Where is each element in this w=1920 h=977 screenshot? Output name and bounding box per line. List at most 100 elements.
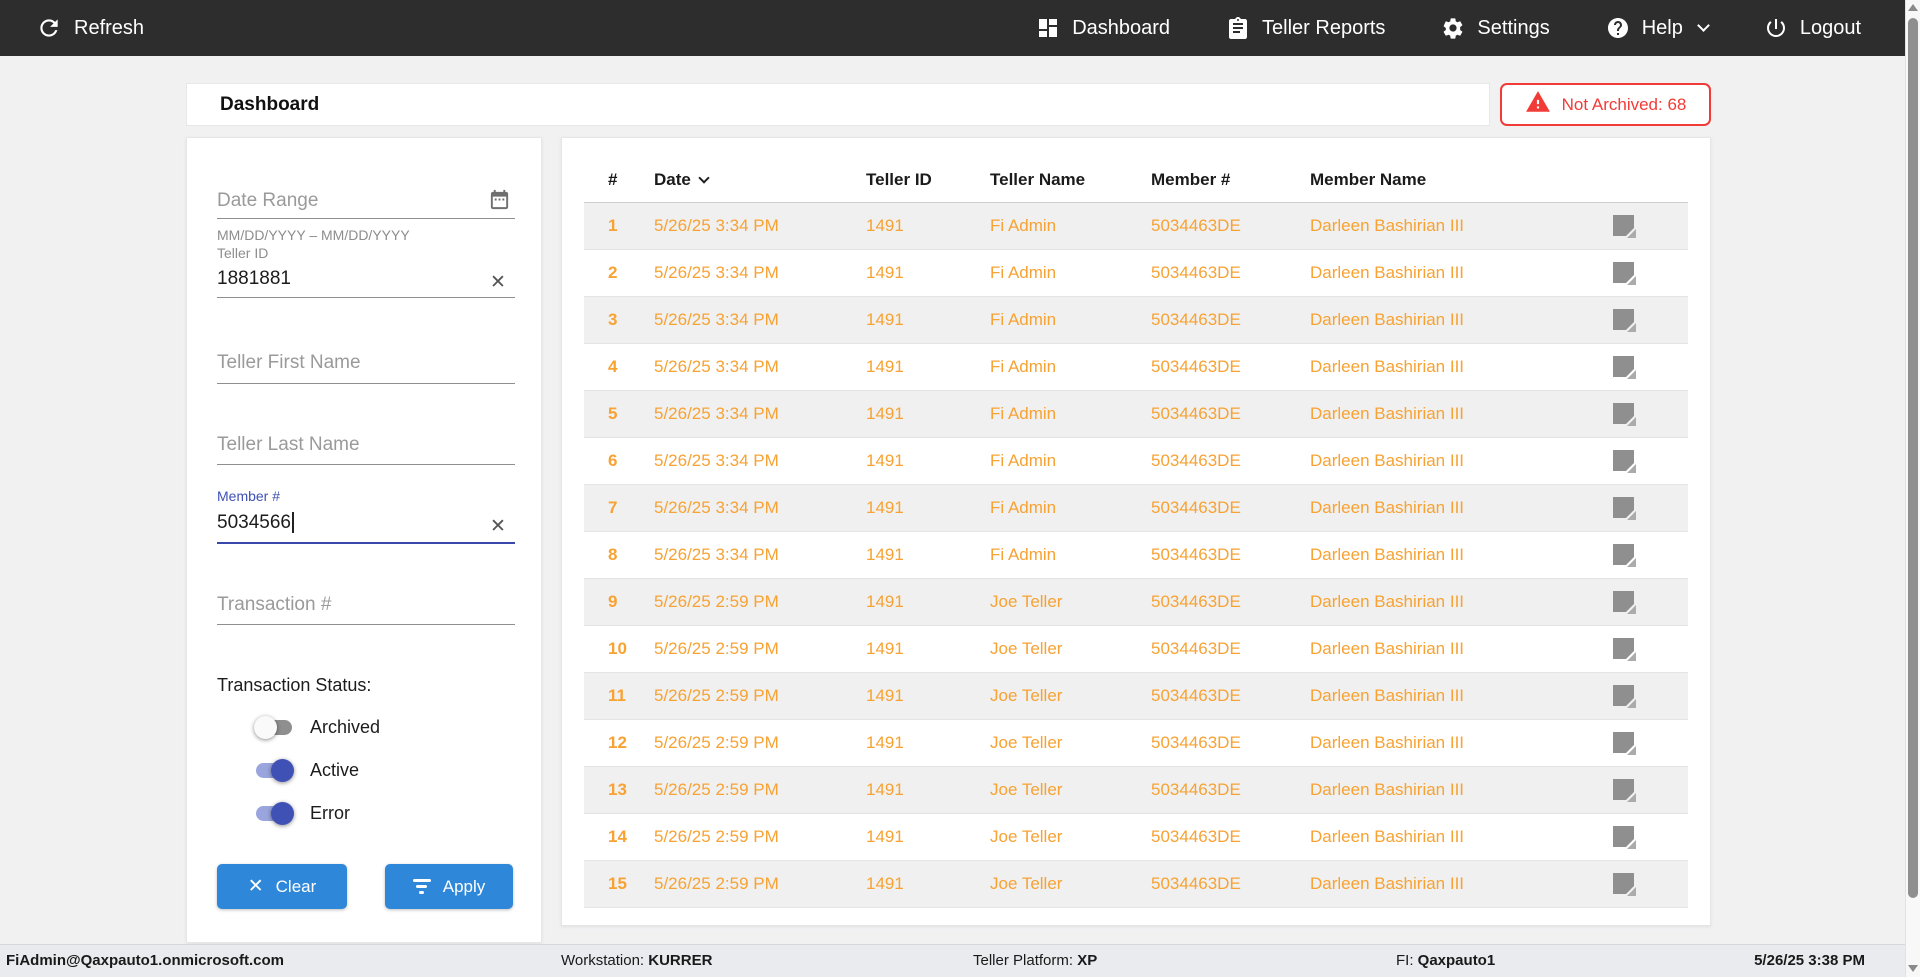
table-cell: 1491 <box>866 498 904 517</box>
table-row[interactable]: 9 5/26/25 2:59 PM 1491 Joe Teller 5034463DE D… <box>584 579 1688 626</box>
member-number-underline <box>217 542 515 544</box>
transaction-status-label: Transaction Status: <box>217 675 372 695</box>
date-range-input[interactable]: Date Range <box>217 190 319 211</box>
table-cell: 5034463DE <box>1151 310 1241 329</box>
table-row[interactable]: 4 5/26/25 3:34 PM 1491 Fi Admin 5034463DE Dar… <box>584 344 1688 391</box>
archived-toggle[interactable] <box>254 715 292 739</box>
column-header-teller-name: Teller Name <box>990 170 1086 189</box>
teller-first-name-input[interactable]: Teller First Name <box>217 352 361 373</box>
table-cell: 1491 <box>866 357 904 376</box>
status-bar: FiAdmin@Qaxpauto1.onmicrosoft.com Workst… <box>0 944 1905 977</box>
error-toggle[interactable] <box>256 801 294 825</box>
table-cell: 5034463DE <box>1151 639 1241 658</box>
table-cell: 14 <box>608 827 627 846</box>
nav-item-settings[interactable]: Settings <box>1441 16 1550 40</box>
workstation-status: Workstation: KURRER <box>561 952 713 969</box>
table-cell: Darleen Bashirian III <box>1310 216 1465 235</box>
teller-last-name-input[interactable]: Teller Last Name <box>217 434 360 455</box>
transaction-number-input[interactable]: Transaction # <box>217 594 332 615</box>
table-row[interactable]: 11 5/26/25 2:59 PM 1491 Joe Teller 5034463DE… <box>584 673 1688 720</box>
column-header-date[interactable]: Date <box>654 160 710 200</box>
calendar-icon[interactable] <box>488 188 511 216</box>
table-row[interactable]: 13 5/26/25 2:59 PM 1491 Joe Teller 5034463DE… <box>584 767 1688 814</box>
clear-x-icon[interactable]: ✕ <box>490 516 506 537</box>
toggle-row-active: Active <box>256 758 359 782</box>
note-icon[interactable] <box>1613 309 1636 332</box>
clear-button[interactable]: ✕ Clear <box>217 864 347 909</box>
table-row[interactable]: 2 5/26/25 3:34 PM 1491 Fi Admin 5034463DE Dar… <box>584 250 1688 297</box>
nav-item-dashboard[interactable]: Dashboard <box>1036 16 1170 40</box>
toggle-row-error: Error <box>256 801 350 825</box>
table-row[interactable]: 3 5/26/25 3:34 PM 1491 Fi Admin 5034463DE Dar… <box>584 297 1688 344</box>
nav-item-logout[interactable]: Logout <box>1764 16 1861 40</box>
table-cell: Darleen Bashirian III <box>1310 263 1465 282</box>
nav-item-help[interactable]: Help <box>1606 16 1710 40</box>
table-cell: Joe Teller <box>990 780 1063 799</box>
date-range-underline <box>217 218 515 219</box>
active-toggle[interactable] <box>256 758 294 782</box>
table-cell: Darleen Bashirian III <box>1310 498 1465 517</box>
nav-item-teller-reports[interactable]: Teller Reports <box>1226 16 1385 40</box>
table-cell: 5034463DE <box>1151 263 1241 282</box>
table-cell: 5034463DE <box>1151 451 1241 470</box>
sort-chevron-icon <box>698 172 710 184</box>
table-row[interactable]: 1 5/26/25 3:34 PM 1491 Fi Admin 5034463DE Dar… <box>584 203 1688 250</box>
scrollbar-thumb[interactable] <box>1908 18 1918 898</box>
table-row[interactable]: 7 5/26/25 3:34 PM 1491 Fi Admin 5034463DE Dar… <box>584 485 1688 532</box>
table-cell: Darleen Bashirian III <box>1310 686 1465 705</box>
table-cell: 5/26/25 3:34 PM <box>654 545 779 564</box>
apply-button[interactable]: Apply <box>385 864 513 909</box>
table-cell: 5/26/25 2:59 PM <box>654 733 779 752</box>
table-cell: 5034463DE <box>1151 216 1241 235</box>
table-cell: 1491 <box>866 263 904 282</box>
note-icon[interactable] <box>1613 873 1636 896</box>
column-header-number: # <box>608 170 618 189</box>
table-row[interactable]: 10 5/26/25 2:59 PM 1491 Joe Teller 5034463DE… <box>584 626 1688 673</box>
table-cell: 5/26/25 2:59 PM <box>654 639 779 658</box>
note-icon[interactable] <box>1613 403 1636 426</box>
status-datetime: 5/26/25 3:38 PM <box>1754 952 1865 969</box>
toggle-row-archived: Archived <box>254 715 381 739</box>
table-cell: Darleen Bashirian III <box>1310 874 1465 893</box>
table-cell: Joe Teller <box>990 874 1063 893</box>
note-icon[interactable] <box>1613 356 1636 379</box>
note-icon[interactable] <box>1613 685 1636 708</box>
note-icon[interactable] <box>1613 779 1636 802</box>
table-cell: Darleen Bashirian III <box>1310 780 1465 799</box>
table-cell: 1491 <box>866 827 904 846</box>
table-row[interactable]: 14 5/26/25 2:59 PM 1491 Joe Teller 5034463DE… <box>584 814 1688 861</box>
note-icon[interactable] <box>1613 826 1636 849</box>
note-icon[interactable] <box>1613 732 1636 755</box>
table-row[interactable]: 8 5/26/25 3:34 PM 1491 Fi Admin 5034463DE Dar… <box>584 532 1688 579</box>
not-archived-badge[interactable]: Not Archived: 68 <box>1500 83 1711 126</box>
note-icon[interactable] <box>1613 638 1636 661</box>
table-row[interactable]: 12 5/26/25 2:59 PM 1491 Joe Teller 5034463DE… <box>584 720 1688 767</box>
table-row[interactable]: 6 5/26/25 3:34 PM 1491 Fi Admin 5034463DE Dar… <box>584 438 1688 485</box>
note-icon[interactable] <box>1613 262 1636 285</box>
member-number-input[interactable]: 5034566 <box>217 512 294 534</box>
teller-last-name-underline <box>217 464 515 465</box>
table-row[interactable]: 15 5/26/25 2:59 PM 1491 Joe Teller 5034463DE… <box>584 861 1688 908</box>
toggle-label: Archived <box>310 716 381 737</box>
table-cell: 5034463DE <box>1151 545 1241 564</box>
table-cell: 5/26/25 3:34 PM <box>654 216 779 235</box>
page-header: Dashboard <box>186 83 1490 126</box>
vertical-scrollbar[interactable] <box>1905 0 1920 977</box>
table-row[interactable]: 5 5/26/25 3:34 PM 1491 Fi Admin 5034463DE Dar… <box>584 391 1688 438</box>
table-cell: 5/26/25 3:34 PM <box>654 310 779 329</box>
note-icon[interactable] <box>1613 591 1636 614</box>
note-icon[interactable] <box>1613 215 1636 238</box>
table-cell: 5/26/25 3:34 PM <box>654 404 779 423</box>
refresh-button[interactable]: Refresh <box>0 15 144 41</box>
table-cell: Darleen Bashirian III <box>1310 733 1465 752</box>
scroll-up-icon[interactable] <box>1908 4 1918 11</box>
table-cell: 5/26/25 2:59 PM <box>654 686 779 705</box>
clear-x-icon[interactable]: ✕ <box>490 272 506 293</box>
note-icon[interactable] <box>1613 450 1636 473</box>
scroll-down-icon[interactable] <box>1908 965 1918 972</box>
note-icon[interactable] <box>1613 497 1636 520</box>
note-icon[interactable] <box>1613 544 1636 567</box>
table-cell: 5034463DE <box>1151 733 1241 752</box>
teller-id-input[interactable]: 1881881 <box>217 268 291 289</box>
table-cell: 5034463DE <box>1151 592 1241 611</box>
